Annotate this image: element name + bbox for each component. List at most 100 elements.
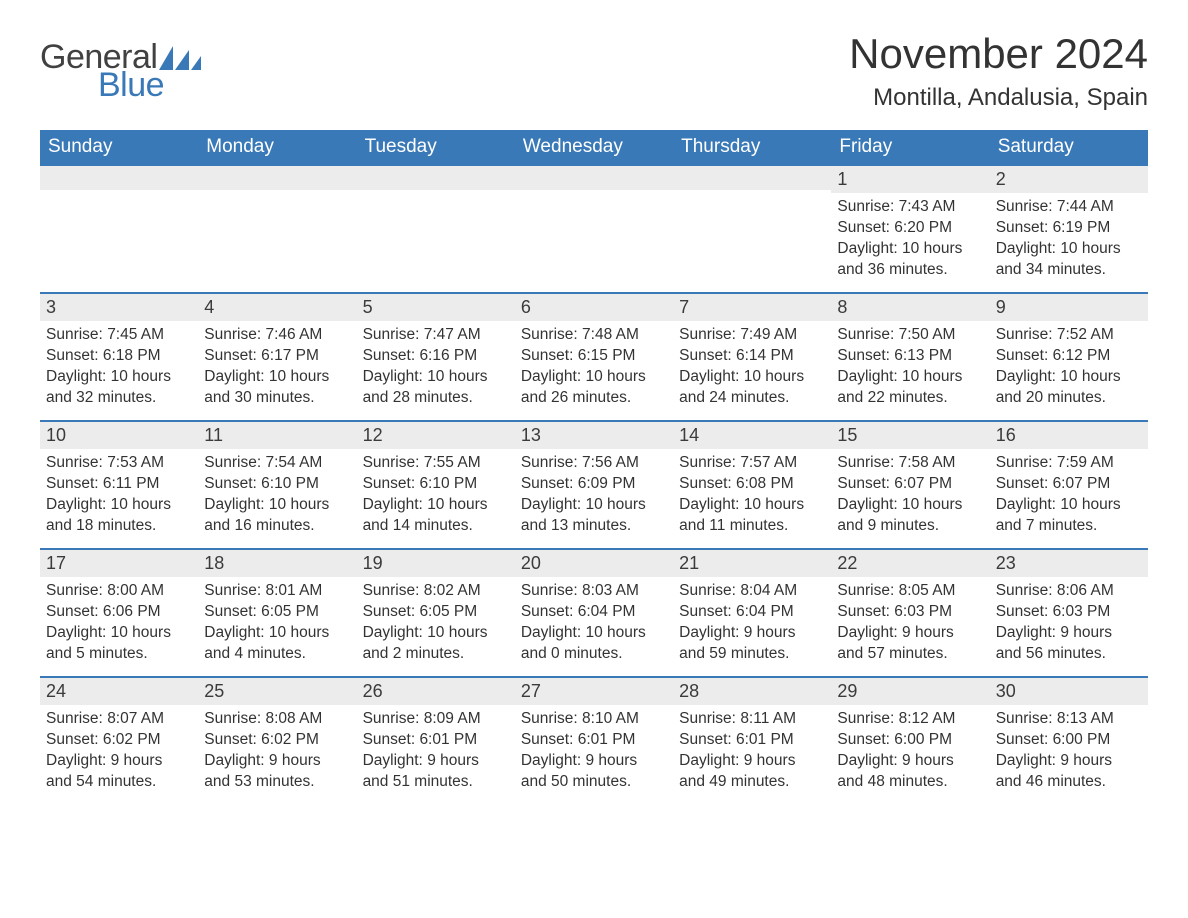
day-number: 6: [515, 292, 673, 321]
sunset-value: 6:17 PM: [261, 347, 319, 364]
sunrise-value: 8:12 AM: [899, 710, 956, 727]
daylight-label: Daylight:: [204, 368, 264, 385]
sunrise-line: Sunrise: 8:01 AM: [204, 581, 350, 602]
sunset-value: 6:03 PM: [894, 603, 952, 620]
day-details: Sunrise: 8:05 AMSunset: 6:03 PMDaylight:…: [831, 577, 989, 673]
day-number: 26: [357, 676, 515, 705]
sunrise-line: Sunrise: 8:03 AM: [521, 581, 667, 602]
sunrise-label: Sunrise:: [996, 710, 1053, 727]
sunrise-value: 8:00 AM: [107, 582, 164, 599]
calendar-cell: 8Sunrise: 7:50 AMSunset: 6:13 PMDaylight…: [831, 292, 989, 420]
daylight-label: Daylight:: [521, 496, 581, 513]
sunset-label: Sunset:: [46, 731, 99, 748]
daylight-label: Daylight:: [996, 496, 1056, 513]
sunset-line: Sunset: 6:16 PM: [363, 346, 509, 367]
day-number: 16: [990, 420, 1148, 449]
sunrise-value: 7:57 AM: [740, 454, 797, 471]
day-number: 1: [831, 164, 989, 193]
sunrise-value: 8:03 AM: [582, 582, 639, 599]
daylight-label: Daylight:: [679, 752, 739, 769]
sunrise-value: 8:04 AM: [740, 582, 797, 599]
day-number-bar-empty: [673, 164, 831, 190]
sunset-line: Sunset: 6:15 PM: [521, 346, 667, 367]
daylight-line: Daylight: 10 hours and 24 minutes.: [679, 367, 825, 409]
day-details: Sunrise: 7:57 AMSunset: 6:08 PMDaylight:…: [673, 449, 831, 545]
day-details: Sunrise: 8:09 AMSunset: 6:01 PMDaylight:…: [357, 705, 515, 801]
weekday-header: Friday: [831, 130, 989, 164]
day-number: 12: [357, 420, 515, 449]
sunset-value: 6:00 PM: [1053, 731, 1111, 748]
sunrise-value: 7:58 AM: [899, 454, 956, 471]
daylight-line: Daylight: 9 hours and 51 minutes.: [363, 751, 509, 793]
calendar-cell: 1Sunrise: 7:43 AMSunset: 6:20 PMDaylight…: [831, 164, 989, 292]
daylight-line: Daylight: 10 hours and 26 minutes.: [521, 367, 667, 409]
daylight-line: Daylight: 10 hours and 7 minutes.: [996, 495, 1142, 537]
sunrise-label: Sunrise:: [46, 326, 103, 343]
calendar-cell: 11Sunrise: 7:54 AMSunset: 6:10 PMDayligh…: [198, 420, 356, 548]
calendar-cell: 29Sunrise: 8:12 AMSunset: 6:00 PMDayligh…: [831, 676, 989, 804]
day-details: Sunrise: 7:45 AMSunset: 6:18 PMDaylight:…: [40, 321, 198, 417]
day-details: Sunrise: 7:46 AMSunset: 6:17 PMDaylight:…: [198, 321, 356, 417]
sunset-value: 6:09 PM: [578, 475, 636, 492]
sunrise-line: Sunrise: 7:54 AM: [204, 453, 350, 474]
sunrise-label: Sunrise:: [837, 454, 894, 471]
sunset-label: Sunset:: [679, 603, 732, 620]
sail-icon: [159, 46, 201, 70]
sunrise-value: 7:46 AM: [265, 326, 322, 343]
sunset-line: Sunset: 6:09 PM: [521, 474, 667, 495]
sunset-label: Sunset:: [837, 603, 890, 620]
sunset-line: Sunset: 6:02 PM: [204, 730, 350, 751]
sunset-label: Sunset:: [521, 475, 574, 492]
day-number: 17: [40, 548, 198, 577]
sunset-value: 6:08 PM: [736, 475, 794, 492]
day-number: 28: [673, 676, 831, 705]
day-details: Sunrise: 8:11 AMSunset: 6:01 PMDaylight:…: [673, 705, 831, 801]
day-details: Sunrise: 8:02 AMSunset: 6:05 PMDaylight:…: [357, 577, 515, 673]
daylight-line: Daylight: 10 hours and 0 minutes.: [521, 623, 667, 665]
day-number: 18: [198, 548, 356, 577]
sunrise-label: Sunrise:: [996, 326, 1053, 343]
sunset-label: Sunset:: [204, 603, 257, 620]
sunrise-line: Sunrise: 8:08 AM: [204, 709, 350, 730]
sunset-value: 6:04 PM: [736, 603, 794, 620]
day-details: Sunrise: 8:12 AMSunset: 6:00 PMDaylight:…: [831, 705, 989, 801]
day-number: 2: [990, 164, 1148, 193]
daylight-line: Daylight: 10 hours and 22 minutes.: [837, 367, 983, 409]
day-number: 19: [357, 548, 515, 577]
sunrise-value: 8:11 AM: [740, 710, 796, 727]
day-details: Sunrise: 7:48 AMSunset: 6:15 PMDaylight:…: [515, 321, 673, 417]
sunrise-line: Sunrise: 7:44 AM: [996, 197, 1142, 218]
sunrise-line: Sunrise: 8:02 AM: [363, 581, 509, 602]
sunrise-line: Sunrise: 7:53 AM: [46, 453, 192, 474]
sunset-line: Sunset: 6:17 PM: [204, 346, 350, 367]
sunrise-value: 7:52 AM: [1057, 326, 1114, 343]
calendar-cell: 16Sunrise: 7:59 AMSunset: 6:07 PMDayligh…: [990, 420, 1148, 548]
day-number-bar-empty: [515, 164, 673, 190]
daylight-line: Daylight: 10 hours and 4 minutes.: [204, 623, 350, 665]
sunset-line: Sunset: 6:02 PM: [46, 730, 192, 751]
daylight-label: Daylight:: [996, 368, 1056, 385]
sunset-line: Sunset: 6:00 PM: [996, 730, 1142, 751]
sunrise-line: Sunrise: 7:45 AM: [46, 325, 192, 346]
sunset-label: Sunset:: [996, 731, 1049, 748]
day-details: Sunrise: 7:43 AMSunset: 6:20 PMDaylight:…: [831, 193, 989, 289]
sunset-line: Sunset: 6:19 PM: [996, 218, 1142, 239]
sunset-value: 6:05 PM: [419, 603, 477, 620]
day-number: 5: [357, 292, 515, 321]
daylight-label: Daylight:: [521, 624, 581, 641]
sunset-label: Sunset:: [46, 347, 99, 364]
sunset-value: 6:04 PM: [578, 603, 636, 620]
sunset-value: 6:01 PM: [578, 731, 636, 748]
sunrise-line: Sunrise: 8:11 AM: [679, 709, 825, 730]
sunrise-line: Sunrise: 7:48 AM: [521, 325, 667, 346]
calendar-cell: 20Sunrise: 8:03 AMSunset: 6:04 PMDayligh…: [515, 548, 673, 676]
calendar-cell: [515, 164, 673, 292]
day-number: 29: [831, 676, 989, 705]
sunset-value: 6:18 PM: [103, 347, 161, 364]
weekday-header-row: SundayMondayTuesdayWednesdayThursdayFrid…: [40, 130, 1148, 164]
sunset-line: Sunset: 6:01 PM: [363, 730, 509, 751]
sunset-line: Sunset: 6:11 PM: [46, 474, 192, 495]
calendar-cell: 28Sunrise: 8:11 AMSunset: 6:01 PMDayligh…: [673, 676, 831, 804]
sunrise-label: Sunrise:: [521, 710, 578, 727]
sunrise-line: Sunrise: 7:52 AM: [996, 325, 1142, 346]
